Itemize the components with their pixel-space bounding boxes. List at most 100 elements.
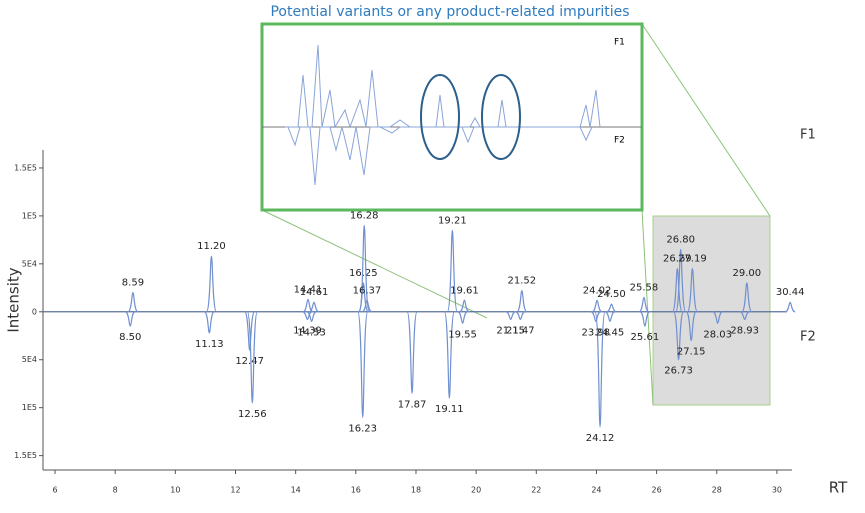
peak [459, 299, 470, 313]
zoom-connector [641, 23, 771, 217]
peak-label: 11.13 [195, 339, 224, 350]
peak-label: 16.28 [350, 210, 379, 221]
peak-label: 24.45 [596, 327, 625, 338]
peak-label: 19.61 [450, 285, 479, 296]
peak [604, 311, 616, 322]
peak [127, 292, 139, 313]
peak [443, 311, 455, 399]
peak [306, 311, 317, 322]
peak [457, 311, 468, 324]
y-tick-label: 1E5 [22, 211, 37, 220]
peak [361, 299, 373, 313]
peak-label: 16.37 [353, 285, 382, 296]
zoom-connector [641, 209, 654, 406]
peak [505, 311, 516, 321]
peak [685, 311, 697, 342]
peak-label: 19.11 [435, 404, 464, 415]
peak-label: 29.00 [733, 268, 762, 279]
peak [590, 311, 602, 322]
peak-label: 27.15 [677, 347, 706, 358]
chart-title: Potential variants or any product-relate… [270, 4, 629, 20]
x-tick-label: 26 [652, 486, 662, 495]
y-tick-label: 1E5 [22, 403, 37, 412]
peak-label: 28.03 [703, 329, 732, 340]
peak [357, 311, 369, 418]
x-axis-label: RT [829, 479, 848, 497]
peak-label: 26.69 [663, 254, 692, 265]
x-tick-label: 8 [113, 486, 118, 495]
peak-label: 21.15 [496, 325, 525, 336]
peak [205, 255, 218, 313]
x-tick-label: 28 [712, 486, 722, 495]
x-tick-label: 10 [170, 486, 180, 495]
peak [739, 311, 750, 321]
peak-label: 24.02 [583, 285, 612, 296]
inset: F1 F2 [260, 22, 644, 212]
inset-frame [260, 22, 644, 212]
peak [308, 301, 320, 313]
peak-label: 21.47 [506, 325, 535, 336]
peak [244, 311, 256, 351]
peak [515, 311, 526, 321]
peak [671, 268, 683, 313]
peak-label: 25.61 [631, 332, 660, 343]
peak-label: 23.98 [582, 327, 611, 338]
peak-label: 16.23 [348, 423, 377, 434]
x-tick-label: 18 [411, 486, 421, 495]
peak-label: 14.53 [297, 327, 326, 338]
peak [203, 311, 215, 334]
peak [446, 229, 458, 313]
peak [741, 282, 753, 313]
peak-label: 17.87 [398, 399, 427, 410]
peak [784, 301, 796, 313]
y-tick-label: 5E4 [22, 259, 37, 268]
peak [302, 298, 314, 313]
y-tick-label: 5E4 [22, 355, 37, 364]
highlight-ellipse [420, 74, 460, 160]
x-tick-label: 22 [531, 486, 541, 495]
peak-label: 19.55 [448, 329, 477, 340]
peak [406, 311, 418, 394]
peak-label: 28.93 [730, 325, 759, 336]
peak [246, 311, 258, 404]
peak [302, 311, 313, 321]
x-tick-label: 16 [351, 486, 361, 495]
inset-trace [287, 126, 593, 186]
peak [675, 248, 687, 313]
x-tick-label: 24 [591, 486, 601, 495]
peak [712, 311, 723, 324]
peak-label: 14.41 [294, 284, 323, 295]
peak-label: 25.58 [630, 282, 659, 293]
peak-label: 24.50 [597, 289, 626, 300]
peak-label: 11.20 [197, 241, 226, 252]
peak-label: 24.12 [586, 433, 615, 444]
legend-label: F1 [800, 128, 816, 143]
y-tick-label: 0 [32, 307, 37, 316]
peak-label: 19.21 [438, 215, 467, 226]
x-tick-label: 6 [52, 486, 57, 495]
y-axis-label: Intensity [5, 267, 23, 332]
peak [516, 290, 528, 313]
peak-label: 8.59 [122, 278, 144, 289]
peak-label: 16.25 [349, 268, 378, 279]
x-tick-label: 30 [772, 486, 782, 495]
y-tick-label: 1.5E5 [14, 163, 37, 172]
x-tick-label: 20 [471, 486, 481, 495]
peak [124, 311, 136, 327]
x-tick-label: 12 [230, 486, 240, 495]
peak [594, 311, 606, 428]
highlight-ellipse [481, 74, 521, 160]
y-tick-label: 1.5E5 [14, 451, 37, 460]
x-tick-label: 14 [291, 486, 301, 495]
peak-label: 21.52 [508, 276, 537, 287]
peak-label: 8.50 [119, 332, 141, 343]
peak [638, 296, 650, 313]
legend-label: F2 [800, 330, 816, 345]
peak [606, 303, 617, 313]
peak-label: 14.61 [300, 287, 329, 298]
inset-legend-label: F2 [614, 136, 625, 146]
peak [686, 268, 698, 313]
peak-label: 14.39 [293, 325, 322, 336]
